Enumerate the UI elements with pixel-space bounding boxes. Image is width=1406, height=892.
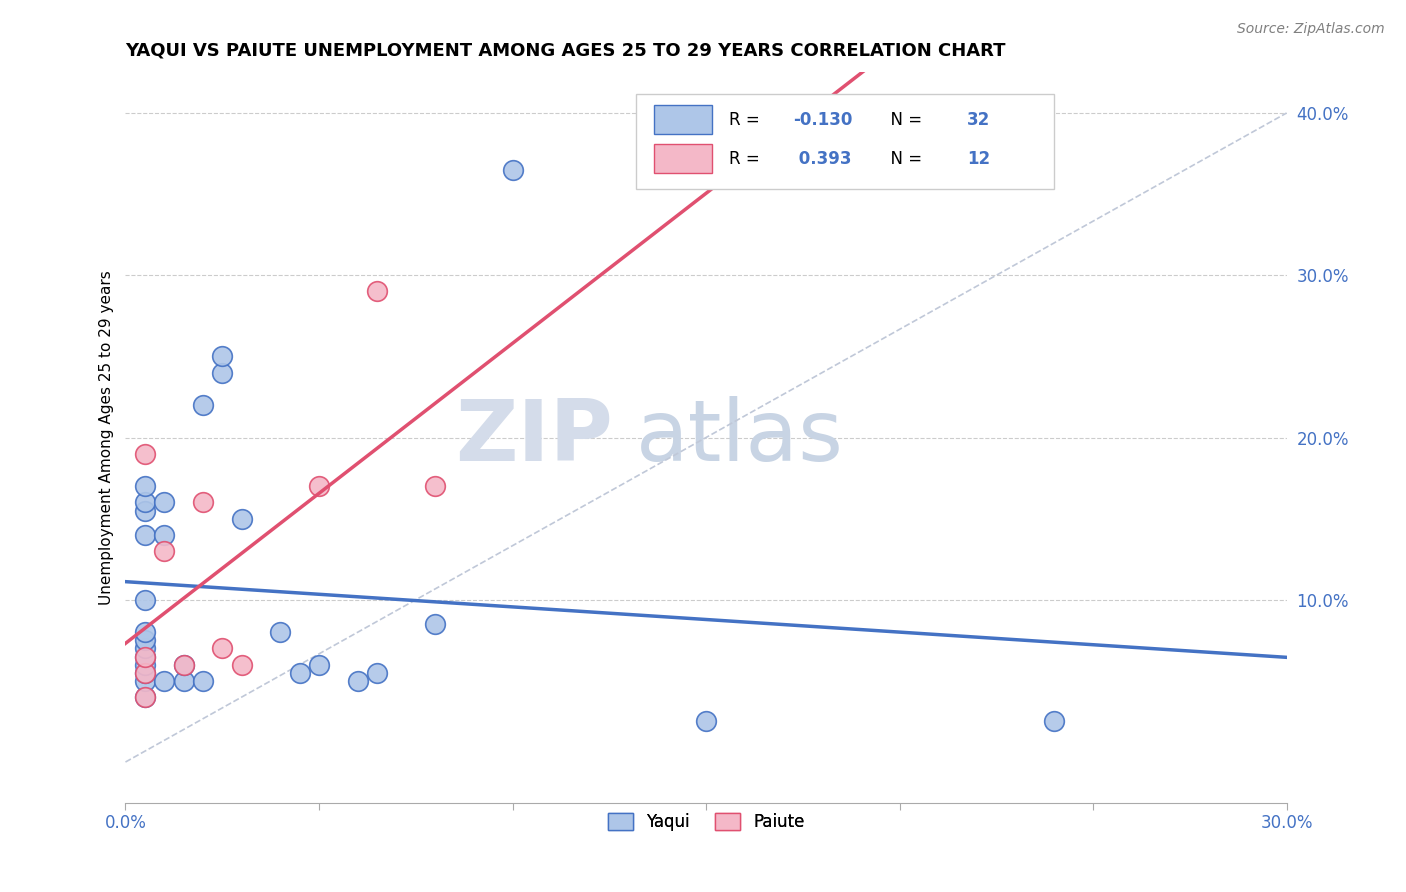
Text: 32: 32 [967,111,991,128]
Point [153,528,176,542]
Point [134,641,156,656]
Point [134,665,156,680]
Point [366,665,388,680]
Point [173,657,195,672]
Point [308,479,330,493]
Point [134,673,156,688]
Point [423,479,446,493]
Text: atlas: atlas [637,396,845,479]
Point [366,285,388,299]
Point [153,544,176,558]
Legend: Yaqui, Paiute: Yaqui, Paiute [600,806,811,838]
Point [1043,714,1066,729]
Point [134,690,156,705]
Text: ZIP: ZIP [456,396,613,479]
Point [308,657,330,672]
Point [153,673,176,688]
Point [173,657,195,672]
Point [288,665,311,680]
Point [346,673,368,688]
Point [231,511,253,525]
Point [134,528,156,542]
Point [134,665,156,680]
Point [269,625,291,640]
Point [134,633,156,648]
Point [134,495,156,509]
Text: N =: N = [880,111,928,128]
Point [134,657,156,672]
Y-axis label: Unemployment Among Ages 25 to 29 years: Unemployment Among Ages 25 to 29 years [100,270,114,605]
Point [211,350,233,364]
Text: R =: R = [730,111,765,128]
FancyBboxPatch shape [654,105,711,135]
Text: R =: R = [730,150,765,168]
Text: YAQUI VS PAIUTE UNEMPLOYMENT AMONG AGES 25 TO 29 YEARS CORRELATION CHART: YAQUI VS PAIUTE UNEMPLOYMENT AMONG AGES … [125,42,1005,60]
Point [191,495,214,509]
Point [134,649,156,664]
FancyBboxPatch shape [637,95,1054,189]
Text: -0.130: -0.130 [793,111,852,128]
Point [134,447,156,461]
Point [211,641,233,656]
Point [134,479,156,493]
Point [153,495,176,509]
Point [231,657,253,672]
FancyBboxPatch shape [654,144,711,173]
Point [134,592,156,607]
Point [134,649,156,664]
Point [423,617,446,632]
Point [191,673,214,688]
Text: N =: N = [880,150,928,168]
Text: 12: 12 [967,150,990,168]
Point [173,673,195,688]
Point [134,503,156,517]
Point [695,714,717,729]
Point [134,690,156,705]
Text: Source: ZipAtlas.com: Source: ZipAtlas.com [1237,22,1385,37]
Point [191,398,214,412]
Point [134,625,156,640]
Text: 0.393: 0.393 [793,150,852,168]
Point [502,162,524,177]
Point [211,366,233,380]
